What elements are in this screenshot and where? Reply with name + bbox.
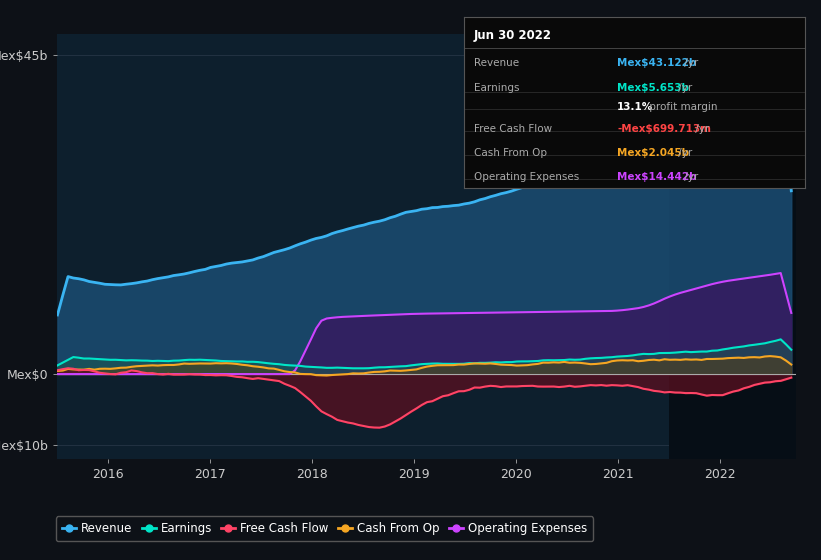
Text: Cash From Op: Cash From Op xyxy=(474,148,547,158)
Text: -Mex$699.713m: -Mex$699.713m xyxy=(617,124,711,134)
Legend: Revenue, Earnings, Free Cash Flow, Cash From Op, Operating Expenses: Revenue, Earnings, Free Cash Flow, Cash … xyxy=(56,516,593,541)
Text: Mex$5.653b: Mex$5.653b xyxy=(617,83,689,94)
Text: 13.1%: 13.1% xyxy=(617,102,654,112)
Text: profit margin: profit margin xyxy=(646,102,718,112)
Text: /yr: /yr xyxy=(692,124,709,134)
Text: /yr: /yr xyxy=(675,148,692,158)
Text: /yr: /yr xyxy=(675,83,692,94)
Text: Free Cash Flow: Free Cash Flow xyxy=(474,124,553,134)
Text: Jun 30 2022: Jun 30 2022 xyxy=(474,29,552,42)
Bar xyxy=(669,34,796,459)
Text: Earnings: Earnings xyxy=(474,83,520,94)
Text: Revenue: Revenue xyxy=(474,58,519,68)
Text: Mex$43.122b: Mex$43.122b xyxy=(617,58,696,68)
Text: /yr: /yr xyxy=(681,172,698,182)
Text: Operating Expenses: Operating Expenses xyxy=(474,172,580,182)
Text: /yr: /yr xyxy=(681,58,698,68)
Text: Mex$14.442b: Mex$14.442b xyxy=(617,172,697,182)
Text: Mex$2.045b: Mex$2.045b xyxy=(617,148,690,158)
